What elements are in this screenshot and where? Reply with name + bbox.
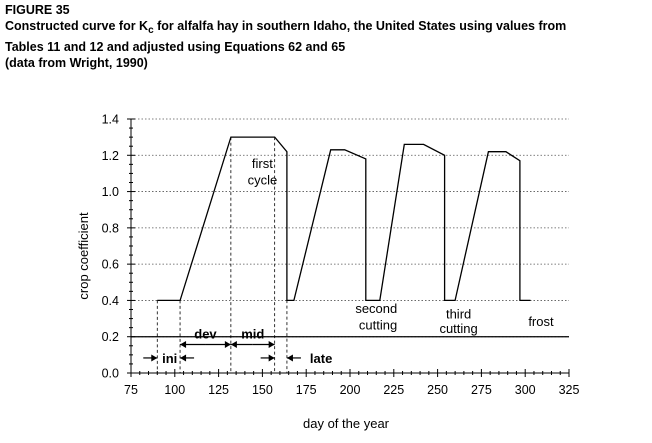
x-axis-ticks: 75 100 125 150 175 200 225 250 275 300 325 xyxy=(124,369,579,397)
stage-label-mid: mid xyxy=(241,327,264,342)
dev-arrow-left-head xyxy=(180,341,187,349)
y-tick-label: 0.4 xyxy=(102,294,119,308)
x-tick-label: 225 xyxy=(383,383,404,397)
y-tick-label: 0.8 xyxy=(102,221,119,235)
y-axis-label: crop coefficient xyxy=(76,212,91,300)
x-tick-label: 100 xyxy=(164,383,185,397)
late-arrow-right-head xyxy=(286,354,293,362)
x-tick-label: 200 xyxy=(340,383,361,397)
stage-markers: ini dev mid late xyxy=(143,327,332,366)
annotation-text: second xyxy=(355,301,397,316)
stage-label-dev: dev xyxy=(194,327,217,342)
x-tick-label: 125 xyxy=(208,383,229,397)
y-tick-label: 1.0 xyxy=(102,185,119,199)
x-tick-label: 250 xyxy=(427,383,448,397)
mid-arrow-right-head xyxy=(268,341,275,349)
caption-line-2: Tables 11 and 12 and adjusted using Equa… xyxy=(5,40,346,54)
y-tick-label: 1.4 xyxy=(102,113,119,127)
ini-arrow-right-head xyxy=(180,354,187,362)
stage-label-late: late xyxy=(310,351,332,366)
y-axis-ticks: 0.0 0.2 0.4 0.6 0.8 1.0 1.2 1.4 xyxy=(102,113,135,381)
x-tick-label: 175 xyxy=(296,383,317,397)
dev-arrow-right-head xyxy=(224,341,231,349)
caption-line-3: (data from Wright, 1990) xyxy=(5,56,148,70)
annotation-text: cutting xyxy=(439,321,477,336)
annotation-text: cycle xyxy=(248,172,278,187)
figure-caption: FIGURE 35 Constructed curve for Kc for a… xyxy=(5,2,650,71)
x-axis-label: day of the year xyxy=(303,416,390,431)
annotation-text: cutting xyxy=(359,317,397,332)
y-tick-label: 1.2 xyxy=(102,149,119,163)
caption-post: for alfalfa hay in southern Idaho, the U… xyxy=(153,19,567,33)
y-tick-label: 0.6 xyxy=(102,258,119,272)
ini-arrow-left-head xyxy=(151,354,158,362)
y-tick-label: 0.2 xyxy=(102,330,119,344)
annotation-text: first xyxy=(252,156,273,171)
x-tick-label: 325 xyxy=(559,383,580,397)
late-arrow-left-head xyxy=(268,354,275,362)
kc-curve xyxy=(157,136,531,302)
x-tick-label: 275 xyxy=(471,383,492,397)
caption-line-1: Constructed curve for Kc for alfalfa hay… xyxy=(5,18,650,39)
figure-number: FIGURE 35 xyxy=(5,3,70,17)
caption-subscript: c xyxy=(148,25,154,36)
stage-label-ini: ini xyxy=(162,351,177,366)
x-tick-label: 300 xyxy=(515,383,536,397)
x-tick-label: 75 xyxy=(124,383,138,397)
mid-arrow-left-head xyxy=(230,341,237,349)
annotation-text: third xyxy=(446,307,471,322)
caption-pre: Constructed curve for K xyxy=(5,19,149,33)
y-tick-label: 0.0 xyxy=(102,367,119,381)
annotation-text: frost xyxy=(528,314,554,329)
x-tick-label: 150 xyxy=(252,383,273,397)
